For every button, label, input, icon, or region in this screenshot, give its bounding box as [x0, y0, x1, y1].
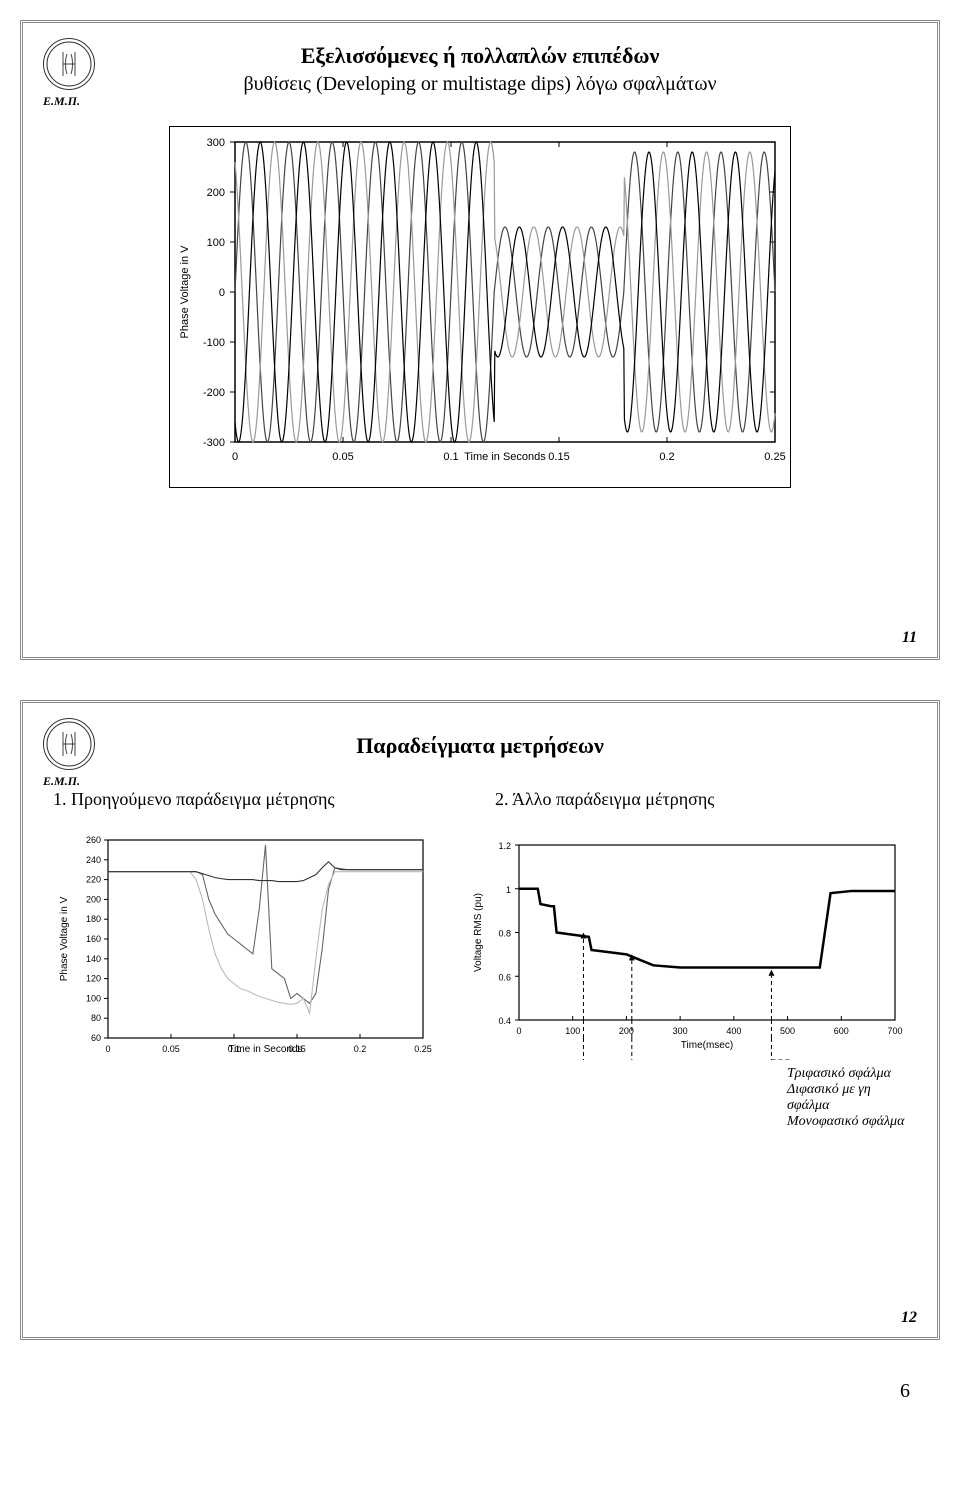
slide2-title: Παραδείγματα μετρήσεων [53, 733, 907, 759]
ntua-logo-icon [43, 38, 95, 90]
svg-text:260: 260 [86, 835, 101, 845]
svg-text:Phase Voltage in V: Phase Voltage in V [59, 896, 70, 981]
slide1-chart-svg: -300 -200 -100 0 100 200 300 0 0.05 0.1 0.15 0.2 0.2… [170, 127, 790, 487]
svg-text:1: 1 [506, 885, 511, 895]
slide2-right-col: 0.40.60.811.20100200300400500600700Volta… [467, 830, 907, 1130]
legend-item: Διφασικό με γη σφάλμα [787, 1082, 907, 1114]
svg-text:700: 700 [887, 1026, 902, 1036]
svg-text:Time(msec): Time(msec) [681, 1040, 733, 1051]
svg-text:240: 240 [86, 855, 101, 865]
svg-text:180: 180 [86, 914, 101, 924]
svg-text:120: 120 [86, 974, 101, 984]
slide2-number: 12 [901, 1309, 917, 1327]
svg-text:140: 140 [86, 954, 101, 964]
svg-text:100: 100 [207, 237, 225, 249]
slide1-chart: -300 -200 -100 0 100 200 300 0 0.05 0.1 0.15 0.2 0.2… [169, 126, 791, 488]
svg-text:300: 300 [207, 137, 225, 149]
svg-text:-200: -200 [203, 387, 225, 399]
slide2-left-chart-svg: 608010012014016018020022024026000.050.10… [53, 830, 433, 1080]
svg-text:0: 0 [232, 451, 238, 463]
svg-text:0.15: 0.15 [548, 451, 569, 463]
legend-item: Μονοφασικό σφάλμα [787, 1114, 907, 1130]
svg-text:0.2: 0.2 [354, 1044, 367, 1054]
svg-text:1.2: 1.2 [498, 841, 511, 851]
svg-text:0.6: 0.6 [498, 972, 511, 982]
svg-text:400: 400 [726, 1026, 741, 1036]
svg-text:-100: -100 [203, 337, 225, 349]
svg-text:0: 0 [219, 287, 225, 299]
svg-text:0.25: 0.25 [764, 451, 785, 463]
ntua-logo-icon [43, 718, 95, 770]
slide2-right-chart-svg: 0.40.60.811.20100200300400500600700Volta… [467, 830, 907, 1060]
svg-text:Voltage RMS (pu): Voltage RMS (pu) [473, 893, 484, 972]
svg-text:220: 220 [86, 875, 101, 885]
svg-text:500: 500 [780, 1026, 795, 1036]
svg-text:0.4: 0.4 [498, 1016, 511, 1026]
svg-text:100: 100 [565, 1026, 580, 1036]
svg-text:600: 600 [834, 1026, 849, 1036]
slide1-subtitle: βυθίσεις (Developing or multistage dips)… [53, 73, 907, 96]
slide1-number: 11 [902, 629, 917, 647]
logo-block-2: Ε.Μ.Π. [43, 718, 95, 789]
svg-text:0.25: 0.25 [414, 1044, 432, 1054]
slide-1: Ε.Μ.Π. Εξελισσόμενες ή πολλαπλών επιπέδω… [20, 20, 940, 660]
svg-text:200: 200 [86, 894, 101, 904]
page-number: 6 [20, 1380, 940, 1403]
svg-text:Phase Voltage in V: Phase Voltage in V [179, 245, 191, 339]
svg-text:300: 300 [673, 1026, 688, 1036]
slide1-title: Εξελισσόμενες ή πολλαπλών επιπέδων [53, 43, 907, 69]
slide-2: Ε.Μ.Π. Παραδείγματα μετρήσεων 1. Προηγού… [20, 700, 940, 1340]
legend-item: Τριφασικό σφάλμα [787, 1066, 907, 1082]
svg-text:Time in Seconds: Time in Seconds [464, 451, 546, 463]
svg-text:60: 60 [91, 1033, 101, 1043]
svg-text:0: 0 [516, 1026, 521, 1036]
svg-text:160: 160 [86, 934, 101, 944]
svg-text:100: 100 [86, 993, 101, 1003]
svg-text:0.1: 0.1 [443, 451, 458, 463]
slide2-legend: Τριφασικό σφάλμα Διφασικό με γη σφάλμα Μ… [787, 1066, 907, 1130]
svg-text:0.8: 0.8 [498, 929, 511, 939]
svg-text:200: 200 [207, 187, 225, 199]
svg-text:Time in Seconds: Time in Seconds [228, 1044, 302, 1055]
slide2-charts-row: 608010012014016018020022024026000.050.10… [53, 830, 907, 1130]
logo-text: Ε.Μ.Π. [43, 774, 95, 789]
svg-text:0.2: 0.2 [659, 451, 674, 463]
logo-block: Ε.Μ.Π. [43, 38, 95, 109]
svg-text:0: 0 [105, 1044, 110, 1054]
slide2-left-col: 608010012014016018020022024026000.050.10… [53, 830, 447, 1130]
svg-text:80: 80 [91, 1013, 101, 1023]
svg-text:0.05: 0.05 [162, 1044, 180, 1054]
svg-text:-300: -300 [203, 437, 225, 449]
svg-text:0.05: 0.05 [332, 451, 353, 463]
logo-text: Ε.Μ.Π. [43, 94, 95, 109]
caption-right: 2. Άλλο παράδειγμα μέτρησης [495, 789, 907, 810]
caption-left: 1. Προηγούμενο παράδειγμα μέτρησης [53, 789, 465, 810]
